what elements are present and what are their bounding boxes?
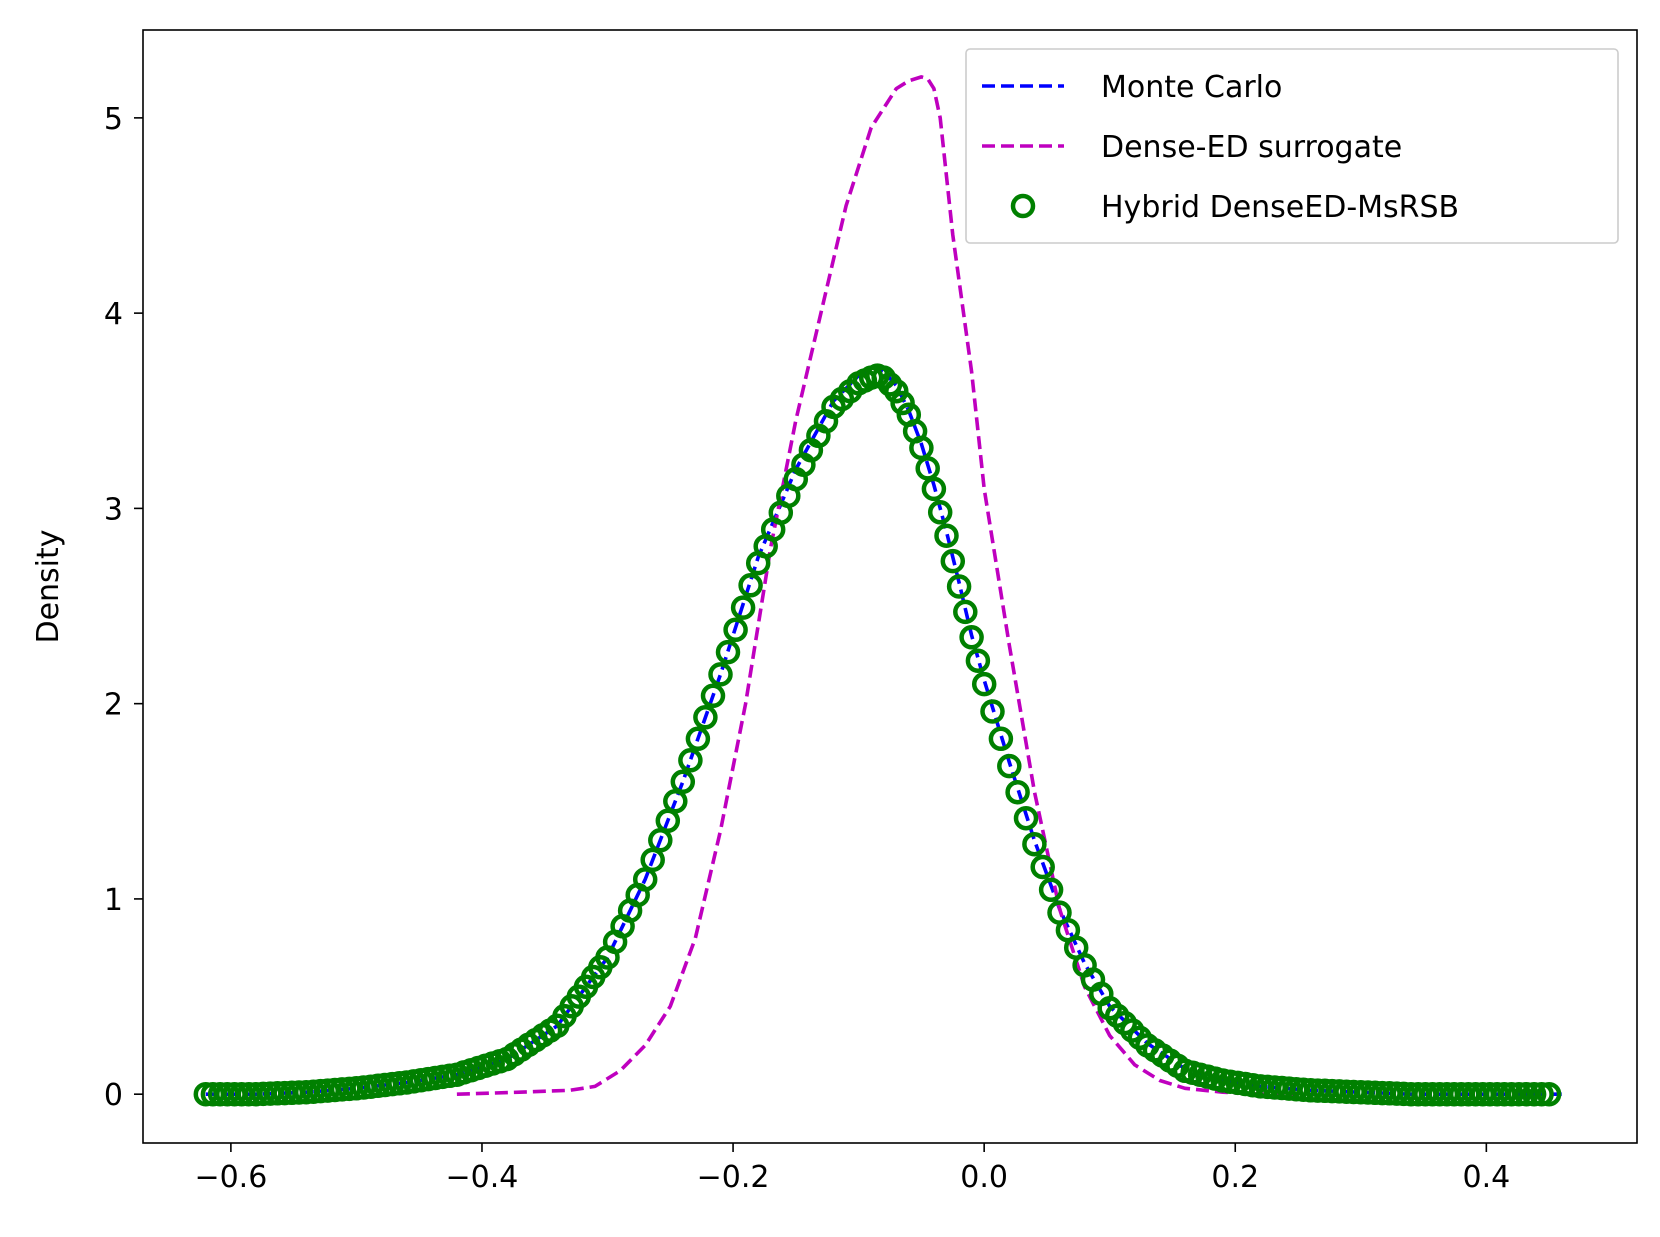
data-point [685,726,711,752]
data-point [708,662,733,687]
y-tick-label: 0 [104,1078,123,1113]
data-point [678,748,703,773]
x-tick-label: −0.6 [194,1160,267,1195]
y-tick-label: 3 [104,492,123,527]
data-point [738,573,763,598]
data-point [927,500,953,525]
x-tick-label: 0.2 [1211,1160,1259,1195]
data-point [997,753,1022,779]
data-point [670,769,696,795]
legend-swatch-hybrid-denseed-msrsb [1010,193,1036,219]
data-point [715,639,741,665]
axes: −0.6 −0.4 −0.2 0.0 0.2 0.4 0 1 2 3 4 5 [104,29,1638,1195]
y-tick-label: 1 [104,883,123,918]
data-point [730,595,756,620]
series-markers-hybrid-denseed-msrsb [193,363,1562,1107]
data-point [921,476,947,502]
data-point [1499,1081,1524,1107]
data-point [1013,805,1039,831]
axes-frame [142,29,1638,1144]
data-point [1521,1081,1547,1107]
data-point [1514,1081,1539,1107]
x-tick-label: −0.4 [446,1160,519,1195]
legend-label-monte-carlo: Monte Carlo [1101,70,1282,105]
data-point [1022,831,1047,857]
x-tick-label: 0.4 [1462,1160,1510,1195]
y-axis-label: Density [31,529,66,643]
data-point [890,390,915,416]
data-point [988,726,1014,752]
data-point [884,378,909,404]
data-point [693,705,718,730]
data-point [1030,854,1055,880]
series-line-dense-ed-surrogate [456,75,1298,1096]
data-point [980,699,1005,724]
data-point [953,599,978,625]
data-point [1038,877,1064,903]
legend-label-hybrid-denseed-msrsb: Hybrid DenseED-MsRSB [1101,190,1459,225]
data-point [1005,779,1030,805]
data-point [934,523,959,548]
data-point [1536,1081,1562,1107]
data-point [971,671,997,697]
data-point [946,574,972,599]
data-point [1506,1081,1532,1107]
data-point [1529,1081,1554,1107]
data-point [877,372,903,397]
data-point [940,548,966,574]
y-tick-label: 5 [104,102,123,137]
data-point [871,365,896,390]
plot-area [193,75,1562,1107]
data-point [700,683,726,709]
legend-label-dense-ed-surrogate: Dense-ED surrogate [1101,130,1402,165]
data-point [723,617,748,643]
legend: Monte Carlo Dense-ED surrogate Hybrid Dens… [965,48,1619,244]
y-tick-label: 2 [104,688,123,723]
data-point [959,625,984,650]
y-tick-label: 4 [104,297,123,332]
x-tick-label: 0.0 [960,1160,1008,1195]
legend-box [965,48,1619,244]
x-tick-label: −0.2 [697,1160,770,1195]
data-point [965,648,991,673]
